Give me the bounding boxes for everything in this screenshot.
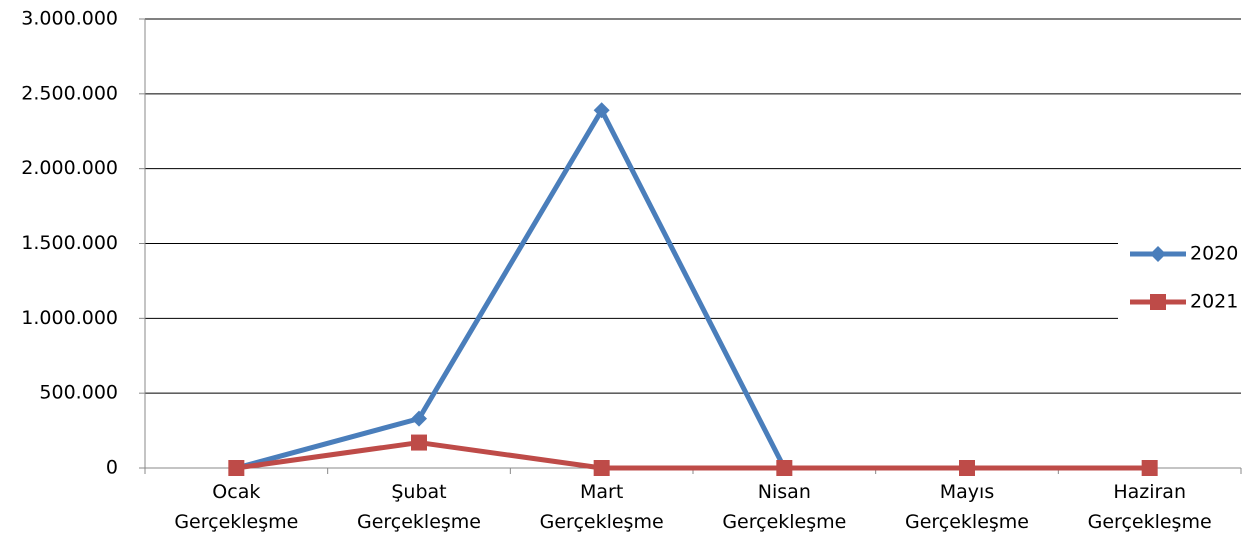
data-point <box>1141 460 1158 476</box>
data-point <box>593 102 610 119</box>
series-line <box>235 440 1150 471</box>
y-tick-label: 2.500.000 <box>21 82 118 104</box>
x-tick-label: Mart Gerçekleşme <box>539 481 664 533</box>
data-point <box>411 410 427 427</box>
data-point <box>959 460 975 476</box>
x-tick-label: Ocak Gerçekleşme <box>174 481 299 533</box>
y-tick-label: 3.000.000 <box>21 8 118 30</box>
x-tick-label: Haziran Gerçekleşme <box>1087 481 1212 533</box>
series-line <box>235 107 787 471</box>
y-tick-label: 500.000 <box>39 382 118 404</box>
y-tick-label: 1.000.000 <box>21 307 118 329</box>
x-tick-label: Nisan Gerçekleşme <box>722 481 847 533</box>
y-tick-label: 0 <box>106 457 118 479</box>
legend-marker <box>1150 294 1166 310</box>
y-tick-label: 1.500.000 <box>21 232 118 254</box>
legend-label: 2021 <box>1190 291 1238 313</box>
data-point <box>228 460 245 476</box>
data-point <box>411 434 427 451</box>
data-point <box>593 460 610 476</box>
legend-marker <box>1150 246 1166 262</box>
legend-box <box>1118 230 1255 325</box>
x-tick-label: Şubat Gerçekleşme <box>356 481 481 533</box>
y-tick-label: 2.000.000 <box>21 157 118 179</box>
data-point <box>776 460 793 476</box>
legend-label: 2020 <box>1190 243 1238 265</box>
x-tick-label: Mayıs Gerçekleşme <box>904 481 1029 533</box>
